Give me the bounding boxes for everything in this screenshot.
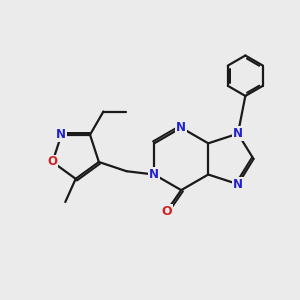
Text: N: N	[233, 178, 243, 191]
Text: N: N	[56, 128, 66, 141]
Text: N: N	[233, 127, 243, 140]
Text: N: N	[176, 121, 186, 134]
Text: N: N	[149, 168, 159, 181]
Text: O: O	[161, 205, 172, 218]
Text: O: O	[47, 155, 58, 169]
